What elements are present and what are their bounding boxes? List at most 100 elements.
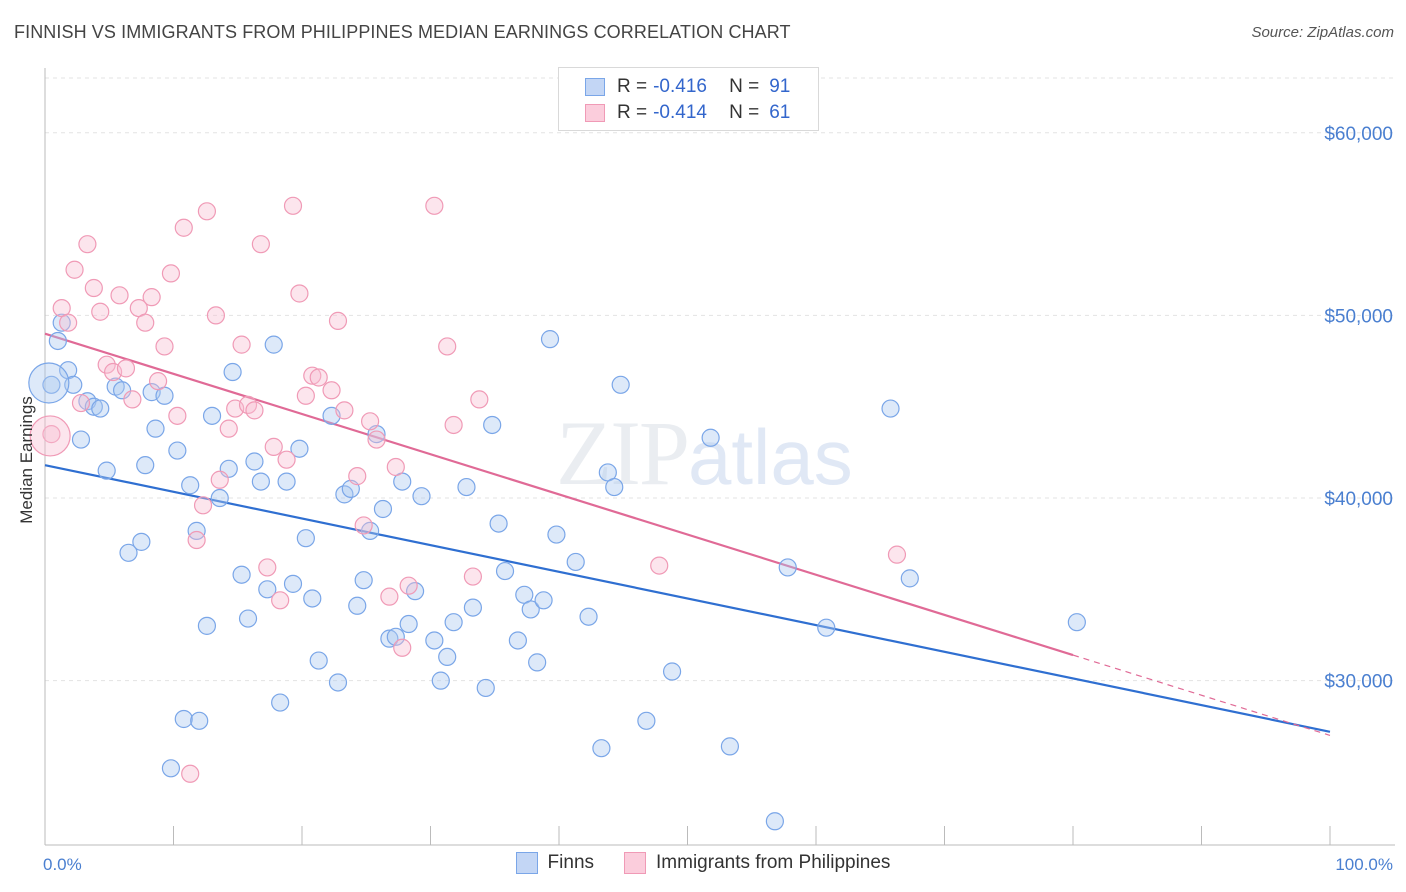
- finns-point: [579, 607, 598, 626]
- philippines-point: [887, 545, 907, 564]
- x-tick-label: 100.0%: [1335, 855, 1393, 874]
- philippines-point: [251, 235, 270, 254]
- finns-point: [174, 709, 193, 729]
- finns-point: [528, 653, 547, 672]
- finns-point: [489, 514, 508, 533]
- finns-point: [547, 525, 566, 544]
- philippines-point: [271, 591, 290, 610]
- finns-point: [508, 631, 527, 650]
- finns-point: [271, 693, 290, 712]
- finns-point: [444, 613, 463, 632]
- axes: [44, 68, 1395, 846]
- y-tick-label: $30,000: [1324, 672, 1393, 693]
- finns-point: [132, 532, 151, 551]
- finns-point: [309, 651, 328, 670]
- philippines-point: [322, 381, 341, 400]
- philippines-point: [206, 306, 226, 325]
- finns-point: [483, 415, 502, 435]
- philippines-point: [354, 516, 373, 535]
- philippines-point: [309, 368, 328, 387]
- finns-point: [202, 406, 222, 425]
- philippines-point: [91, 302, 110, 321]
- series-legend: Finns Immigrants from Philippines: [0, 852, 1406, 874]
- finns-point: [146, 419, 165, 438]
- finns-point: [463, 598, 483, 617]
- finns-point: [245, 452, 264, 471]
- philippines-point: [650, 556, 669, 575]
- philippines-point: [187, 530, 206, 550]
- legend-swatch-finns: [585, 78, 605, 96]
- finns-point: [119, 543, 138, 562]
- y-tick-label: $50,000: [1324, 306, 1393, 327]
- series-legend-philippines[interactable]: Immigrants from Philippines: [624, 852, 890, 874]
- finns-point: [431, 671, 450, 690]
- legend-n-value: 91: [769, 76, 791, 97]
- finns-point: [187, 521, 206, 540]
- finns-point: [112, 381, 132, 400]
- philippines-point: [290, 284, 309, 303]
- philippines-point: [155, 337, 174, 356]
- philippines-point: [386, 457, 405, 477]
- philippines-point: [168, 406, 187, 425]
- philippines-point: [393, 638, 412, 657]
- philippines-point: [78, 235, 97, 254]
- series-name-finns: Finns: [547, 852, 595, 873]
- finns-point: [28, 362, 70, 404]
- philippines-point: [219, 419, 238, 438]
- finns-point: [399, 614, 418, 634]
- finns-point: [605, 477, 624, 497]
- finns-point: [97, 461, 116, 480]
- legend-swatch-philippines: [585, 104, 605, 122]
- finns-point: [210, 488, 229, 508]
- philippines-point: [181, 764, 200, 783]
- finns-point: [296, 529, 315, 548]
- philippines-point: [463, 567, 483, 586]
- finns-point: [136, 456, 155, 475]
- philippines-point: [197, 202, 217, 221]
- finns-point: [328, 673, 348, 692]
- philippines-point: [210, 470, 229, 489]
- philippines-point: [335, 401, 354, 420]
- finns-point: [48, 331, 67, 351]
- finns-point: [701, 428, 720, 447]
- philippines-trendline: [44, 332, 1074, 657]
- data-points: [28, 196, 1086, 831]
- legend-n-label: N =: [729, 102, 760, 123]
- finns-point: [258, 580, 277, 599]
- philippines-point: [277, 450, 296, 469]
- finns-point: [290, 439, 309, 458]
- finns-point: [91, 399, 110, 418]
- finns-point: [457, 477, 476, 497]
- y-tick-label: $40,000: [1324, 489, 1393, 510]
- finns-point: [1067, 613, 1086, 632]
- finns-point: [232, 565, 251, 584]
- legend-row-finns: R = -0.416 N = 91: [585, 73, 790, 101]
- philippines-point: [470, 390, 489, 409]
- finns-point: [566, 552, 585, 572]
- philippines-point: [59, 313, 78, 332]
- gridlines: [45, 77, 1395, 682]
- philippines-point: [97, 355, 116, 374]
- finns-point: [540, 330, 560, 349]
- philippines-point: [116, 359, 136, 378]
- finns-point: [52, 313, 71, 332]
- finns-point: [42, 375, 61, 394]
- finns-point: [190, 711, 209, 730]
- tick-labels: $30,000 $40,000 $50,000 $60,000 0.0% 100.0%: [43, 124, 1393, 874]
- finns-point: [283, 574, 303, 593]
- legend-n-label: N =: [729, 76, 760, 97]
- philippines-point: [110, 286, 129, 305]
- y-tick-label: $60,000: [1324, 124, 1393, 145]
- finns-point: [521, 600, 540, 619]
- series-legend-finns[interactable]: Finns: [515, 852, 595, 874]
- finns-point: [881, 399, 900, 418]
- philippines-point: [232, 335, 251, 354]
- philippines-point: [399, 576, 418, 595]
- finns-point: [197, 616, 217, 635]
- philippines-point: [161, 264, 181, 283]
- finns-point: [238, 609, 258, 628]
- series-name-philippines: Immigrants from Philippines: [656, 852, 891, 873]
- series-swatch-finns: [515, 852, 538, 874]
- philippines-point: [29, 415, 71, 457]
- finns-trendline: [44, 464, 1331, 733]
